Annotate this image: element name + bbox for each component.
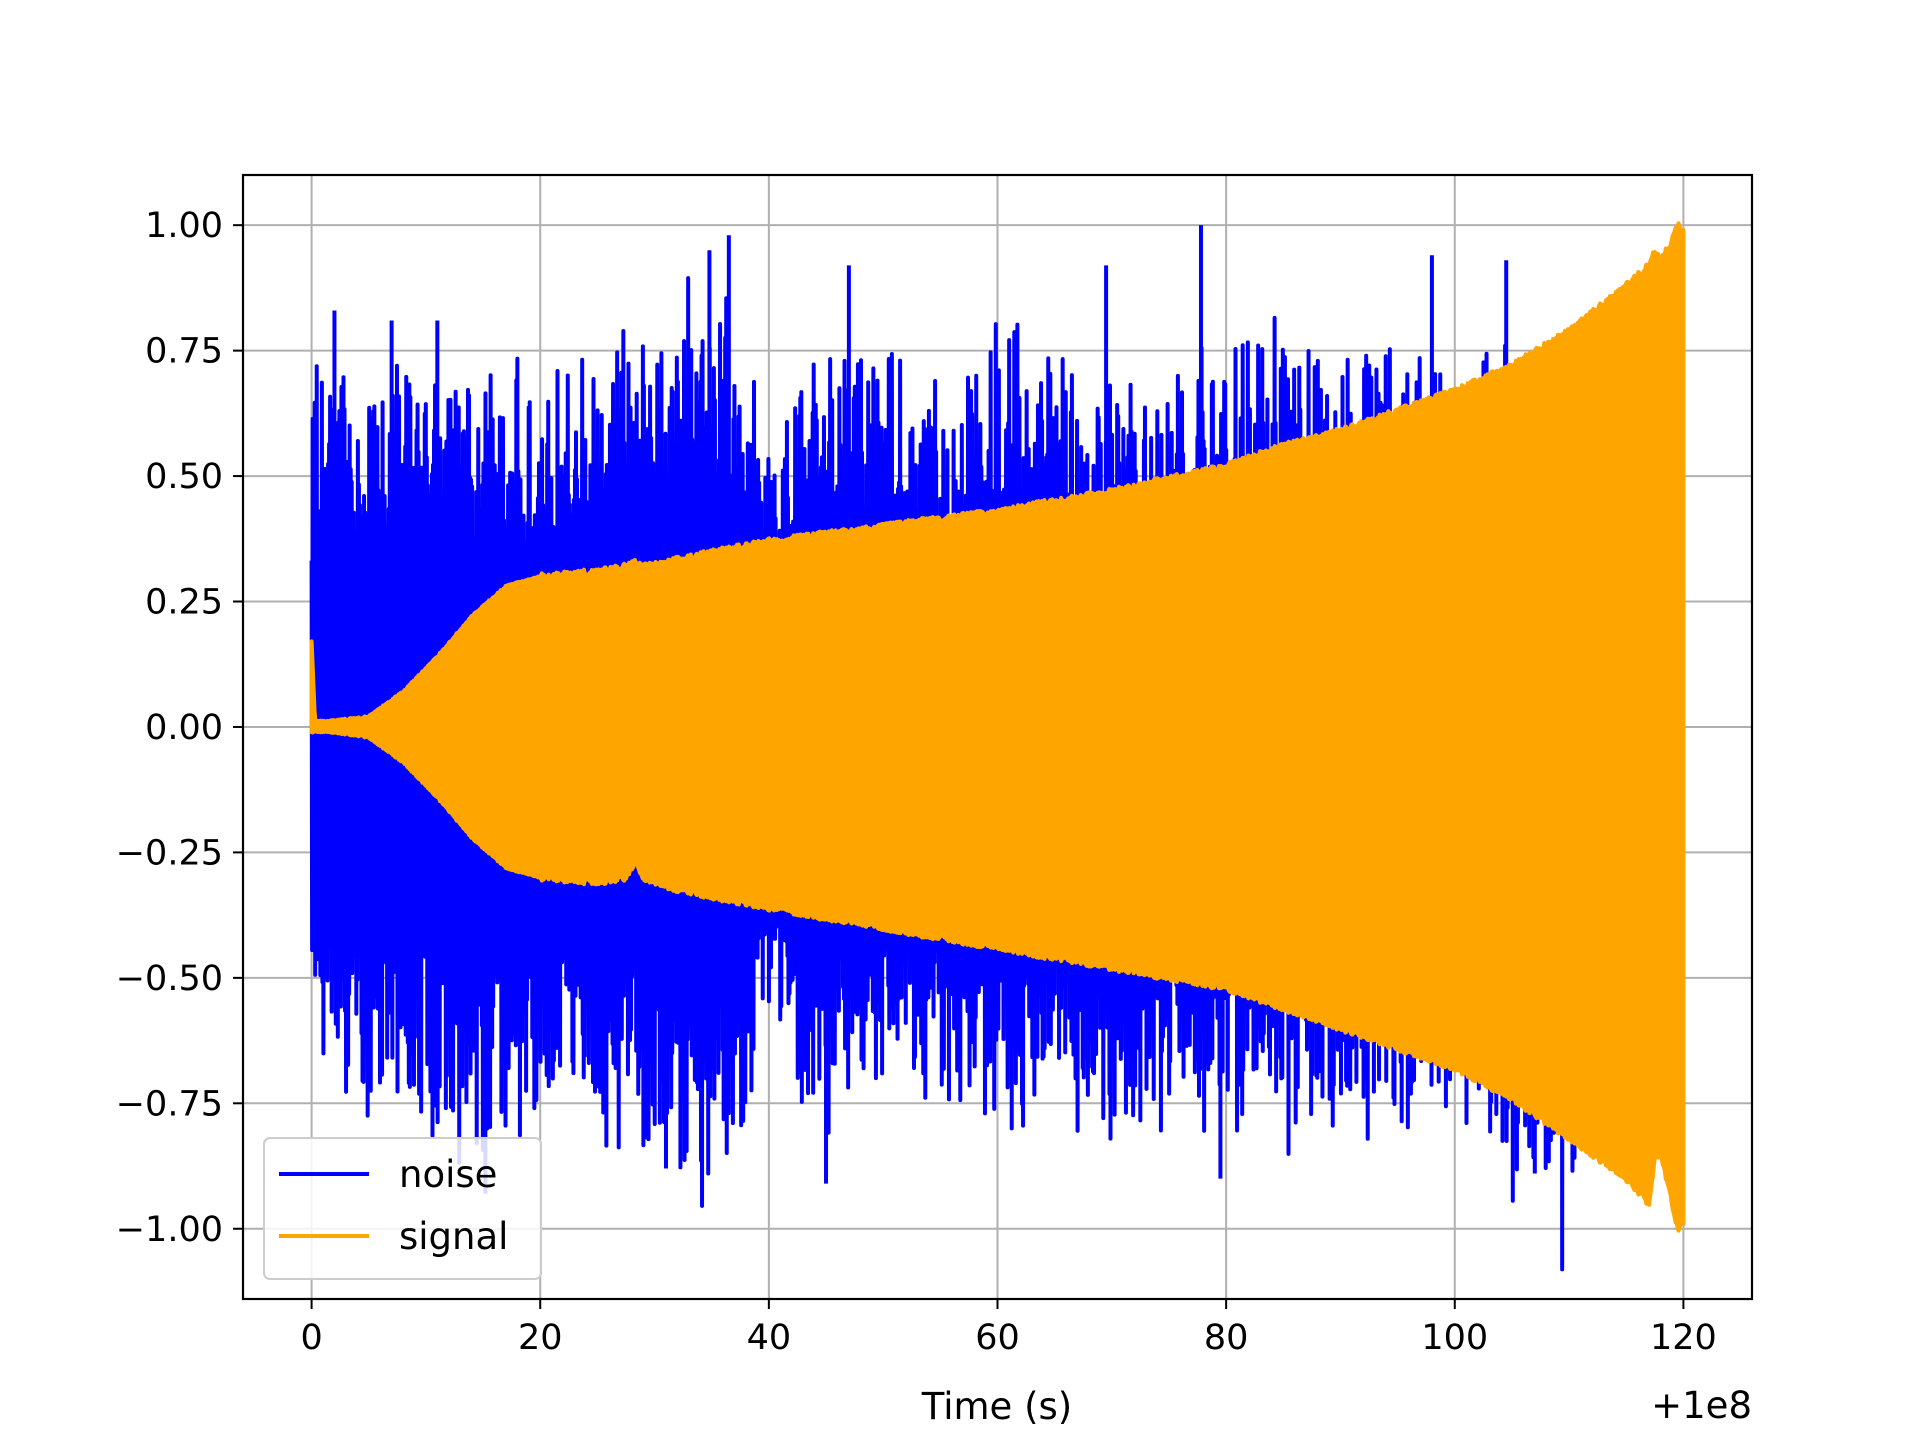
y-tick-label: −0.50 bbox=[116, 959, 223, 999]
y-tick-label: 0.75 bbox=[145, 332, 223, 372]
y-tick-label: −1.00 bbox=[116, 1210, 223, 1250]
legend-label-signal: signal bbox=[399, 1215, 508, 1258]
x-tick-label: 40 bbox=[747, 1318, 792, 1358]
legend-label-noise: noise bbox=[399, 1153, 497, 1196]
x-tick-label: 20 bbox=[518, 1318, 563, 1358]
y-tick-label: 0.00 bbox=[145, 708, 223, 748]
series-layer bbox=[309, 221, 1686, 1272]
y-tick-label: 0.25 bbox=[145, 583, 223, 623]
y-tick-label: −0.75 bbox=[116, 1084, 223, 1124]
x-tick-label: 80 bbox=[1204, 1318, 1249, 1358]
series-signal-fill bbox=[309, 221, 1686, 1233]
y-tick-label: 0.50 bbox=[145, 457, 223, 497]
x-tick-label: 120 bbox=[1650, 1318, 1717, 1358]
x-tick-label: 100 bbox=[1421, 1318, 1488, 1358]
axis-ticks: 0 20 40 60 80 100 120 1.00 0.75 0.50 0.25 0.00 −0.25… bbox=[116, 206, 1717, 1358]
x-axis-label: Time (s) bbox=[921, 1385, 1072, 1428]
legend: noise signal bbox=[263, 1137, 542, 1280]
y-tick-label: −0.25 bbox=[116, 833, 223, 873]
y-tick-label: 1.00 bbox=[145, 206, 223, 246]
x-tick-label: 60 bbox=[975, 1318, 1020, 1358]
x-tick-label: 0 bbox=[300, 1318, 322, 1358]
x-axis-offset-text: +1e8 bbox=[1651, 1384, 1752, 1427]
